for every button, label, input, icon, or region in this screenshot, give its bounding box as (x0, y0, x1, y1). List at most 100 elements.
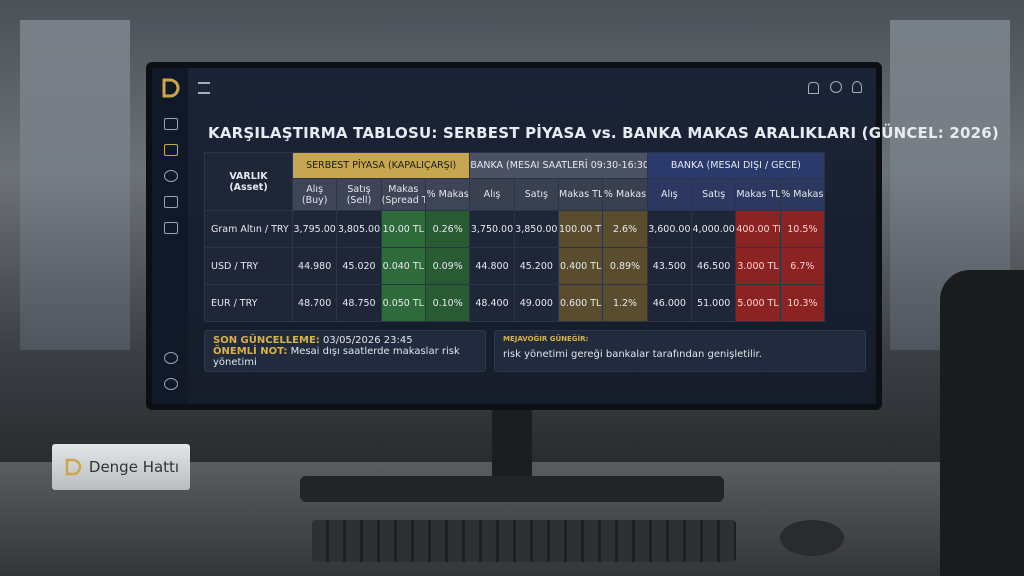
header-line: (Asset) (229, 181, 268, 193)
value-cell: 46.500 (691, 247, 737, 285)
user-icon[interactable] (852, 81, 862, 93)
value-cell: 46.000 (646, 284, 693, 322)
monitor: KARŞILAŞTIRMA TABLOSU: SERBEST PİYASA vs… (146, 62, 999, 410)
value-cell: 48.750 (336, 284, 382, 322)
value-cell: 0.400 TL (557, 247, 604, 285)
top-bar (188, 68, 876, 108)
sub-header: % Makas (779, 178, 826, 211)
sub-header: Makas TL (557, 178, 604, 211)
value-cell: 48.400 (469, 284, 515, 322)
note-text: risk yönetimi gereği bankalar tarafından… (503, 349, 762, 360)
group-header: BANKA (MESAI SAATLERİ 09:30-16:30) (469, 152, 648, 179)
value-cell: 400.00 TL (735, 210, 781, 248)
help-icon[interactable] (830, 81, 842, 93)
sub-header: Alış (Buy) (291, 178, 338, 211)
header-line: VARLIK (229, 170, 268, 182)
sub-header: Makas(Spread TL) (380, 178, 426, 211)
value-cell: 3,750.00 (469, 210, 515, 248)
comparison-table: VARLIK (Asset) SERBEST PİYASA (KAPALIÇARŞI… (204, 152, 826, 322)
value-cell: 3,600.00 (646, 210, 693, 248)
note-label: SON GÜNCELLEME: (213, 335, 320, 346)
value-cell: 1.2% (602, 284, 648, 322)
logo (162, 78, 180, 98)
value-cell: 2.6% (602, 210, 648, 248)
value-cell: 0.10% (424, 284, 471, 322)
value-cell: 10.5% (779, 210, 826, 248)
value-cell: 0.040 TL (380, 247, 426, 285)
asset-cell: USD / TRY (204, 247, 293, 285)
nameplate: Denge Hattı (52, 444, 190, 490)
value-cell: 45.020 (336, 247, 382, 285)
mouse (780, 520, 844, 556)
value-cell: 3,850.00 (513, 210, 560, 248)
header-line: % Makas (603, 189, 647, 200)
data-row: EUR / TRY 48.700 48.750 0.050 TL 0.10% 48.400… (204, 284, 826, 322)
sub-header: % Makas (424, 178, 471, 211)
value-cell: 5.000 TL (735, 284, 781, 322)
note-label: MEJAVOĞIR GÜNEĞİR: (503, 335, 589, 343)
note-left: SON GÜNCELLEME: 03/05/2026 23:45 ÖNEMLİ … (204, 330, 486, 372)
value-cell: 0.09% (424, 247, 471, 285)
bell-icon[interactable] (808, 82, 819, 94)
settings-icon[interactable] (164, 378, 178, 390)
group-header: SERBEST PİYASA (KAPALIÇARŞI) (291, 152, 471, 179)
logo (65, 458, 82, 476)
monitor-stand (492, 408, 532, 478)
value-cell: 10.3% (779, 284, 826, 322)
value-cell: 3.000 TL (735, 247, 781, 285)
sub-header: % Makas (602, 178, 648, 211)
screen: KARŞILAŞTIRMA TABLOSU: SERBEST PİYASA vs… (152, 68, 999, 404)
sub-header: Makas TL (735, 178, 781, 211)
note-right: MEJAVOĞIR GÜNEĞİR: risk yönetimi gereği … (494, 330, 866, 372)
table-icon[interactable] (164, 144, 178, 156)
sub-header: Satış (513, 178, 560, 211)
trend-icon[interactable] (164, 196, 178, 208)
subheader-row: Alış(Buy)Satış(Sell)Makas(Spread TL)% Ma… (205, 178, 826, 211)
list-icon[interactable] (164, 222, 178, 234)
menu-icon[interactable] (198, 82, 210, 94)
asset-cell: EUR / TRY (204, 284, 293, 322)
value-cell: 45.200 (513, 247, 560, 285)
sub-header: Alış (646, 178, 693, 211)
value-cell: 3,805.00 (336, 210, 382, 248)
header-line: (Spread TL) (381, 194, 424, 206)
group-row: VARLIK (Asset) SERBEST PİYASA (KAPALIÇARŞI… (204, 152, 826, 211)
help-icon[interactable] (164, 352, 178, 364)
value-cell: 43.500 (646, 247, 693, 285)
value-cell: 0.600 TL (557, 284, 604, 322)
value-cell: 100.00 TL (557, 210, 604, 248)
value-cell: 48.700 (291, 284, 338, 322)
sub-header: Satış (Sell) (336, 178, 382, 211)
header-line: (Buy) (301, 194, 328, 206)
page-title: KARŞILAŞTIRMA TABLOSU: SERBEST PİYASA vs… (208, 124, 999, 142)
value-cell: 0.26% (424, 210, 471, 248)
sub-header: Alış (469, 178, 515, 211)
data-row: USD / TRY 44.980 45.020 0.040 TL 0.09% 44.800… (204, 247, 826, 285)
value-cell: 10.00 TL (380, 210, 426, 248)
keyboard (312, 520, 736, 562)
header-line: Alış (660, 189, 678, 200)
nameplate-text: Denge Hattı (88, 458, 180, 476)
value-cell: 49.000 (513, 284, 560, 322)
value-cell: 44.800 (469, 247, 515, 285)
chart-icon[interactable] (164, 170, 178, 182)
note-label: ÖNEMLİ NOT: (213, 346, 288, 357)
chair (940, 270, 1024, 576)
window (20, 20, 130, 350)
sub-header: Satış (691, 178, 737, 211)
header-line: Alış (306, 183, 324, 195)
corner-header: VARLIK (Asset) (204, 152, 293, 211)
value-cell: 44.980 (291, 247, 338, 285)
home-icon[interactable] (164, 118, 178, 130)
note-text: 03/05/2026 23:45 (322, 335, 413, 346)
monitor-base (300, 476, 724, 502)
header-line: % Makas (781, 189, 824, 200)
header-line: % Makas (426, 189, 469, 200)
header-line: Satış (524, 189, 548, 200)
data-row: Gram Altın / TRY 3,795.00 3,805.00 10.00 TL… (204, 210, 826, 248)
value-cell: 51.000 (691, 284, 737, 322)
value-cell: 6.7% (779, 247, 826, 285)
header-line: Satış (702, 189, 726, 200)
value-cell: 0.89% (602, 247, 648, 285)
